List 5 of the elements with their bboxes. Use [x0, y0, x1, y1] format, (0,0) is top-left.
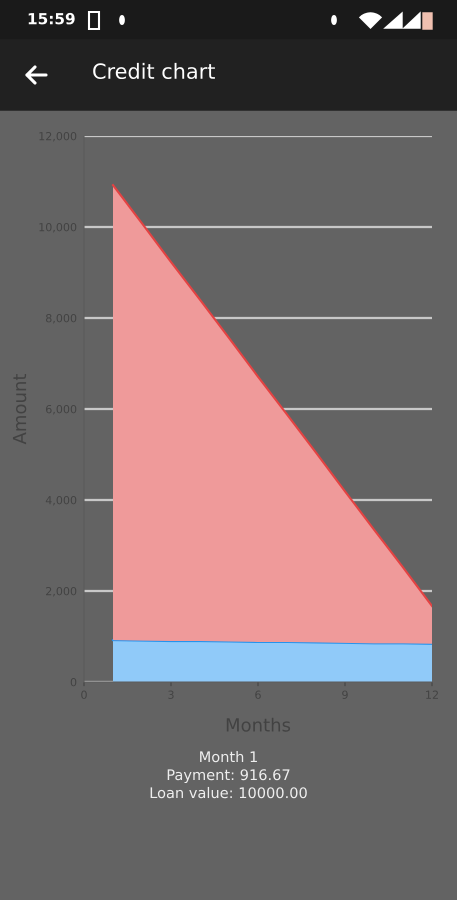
chart-title: Credit chart [93, 62, 215, 80]
text: Loan value: 10000.00 [150, 786, 307, 798]
text: 15:59 [28, 12, 75, 24]
text: Month 1 [200, 750, 257, 762]
text: Payment: 916.67 [168, 769, 290, 784]
